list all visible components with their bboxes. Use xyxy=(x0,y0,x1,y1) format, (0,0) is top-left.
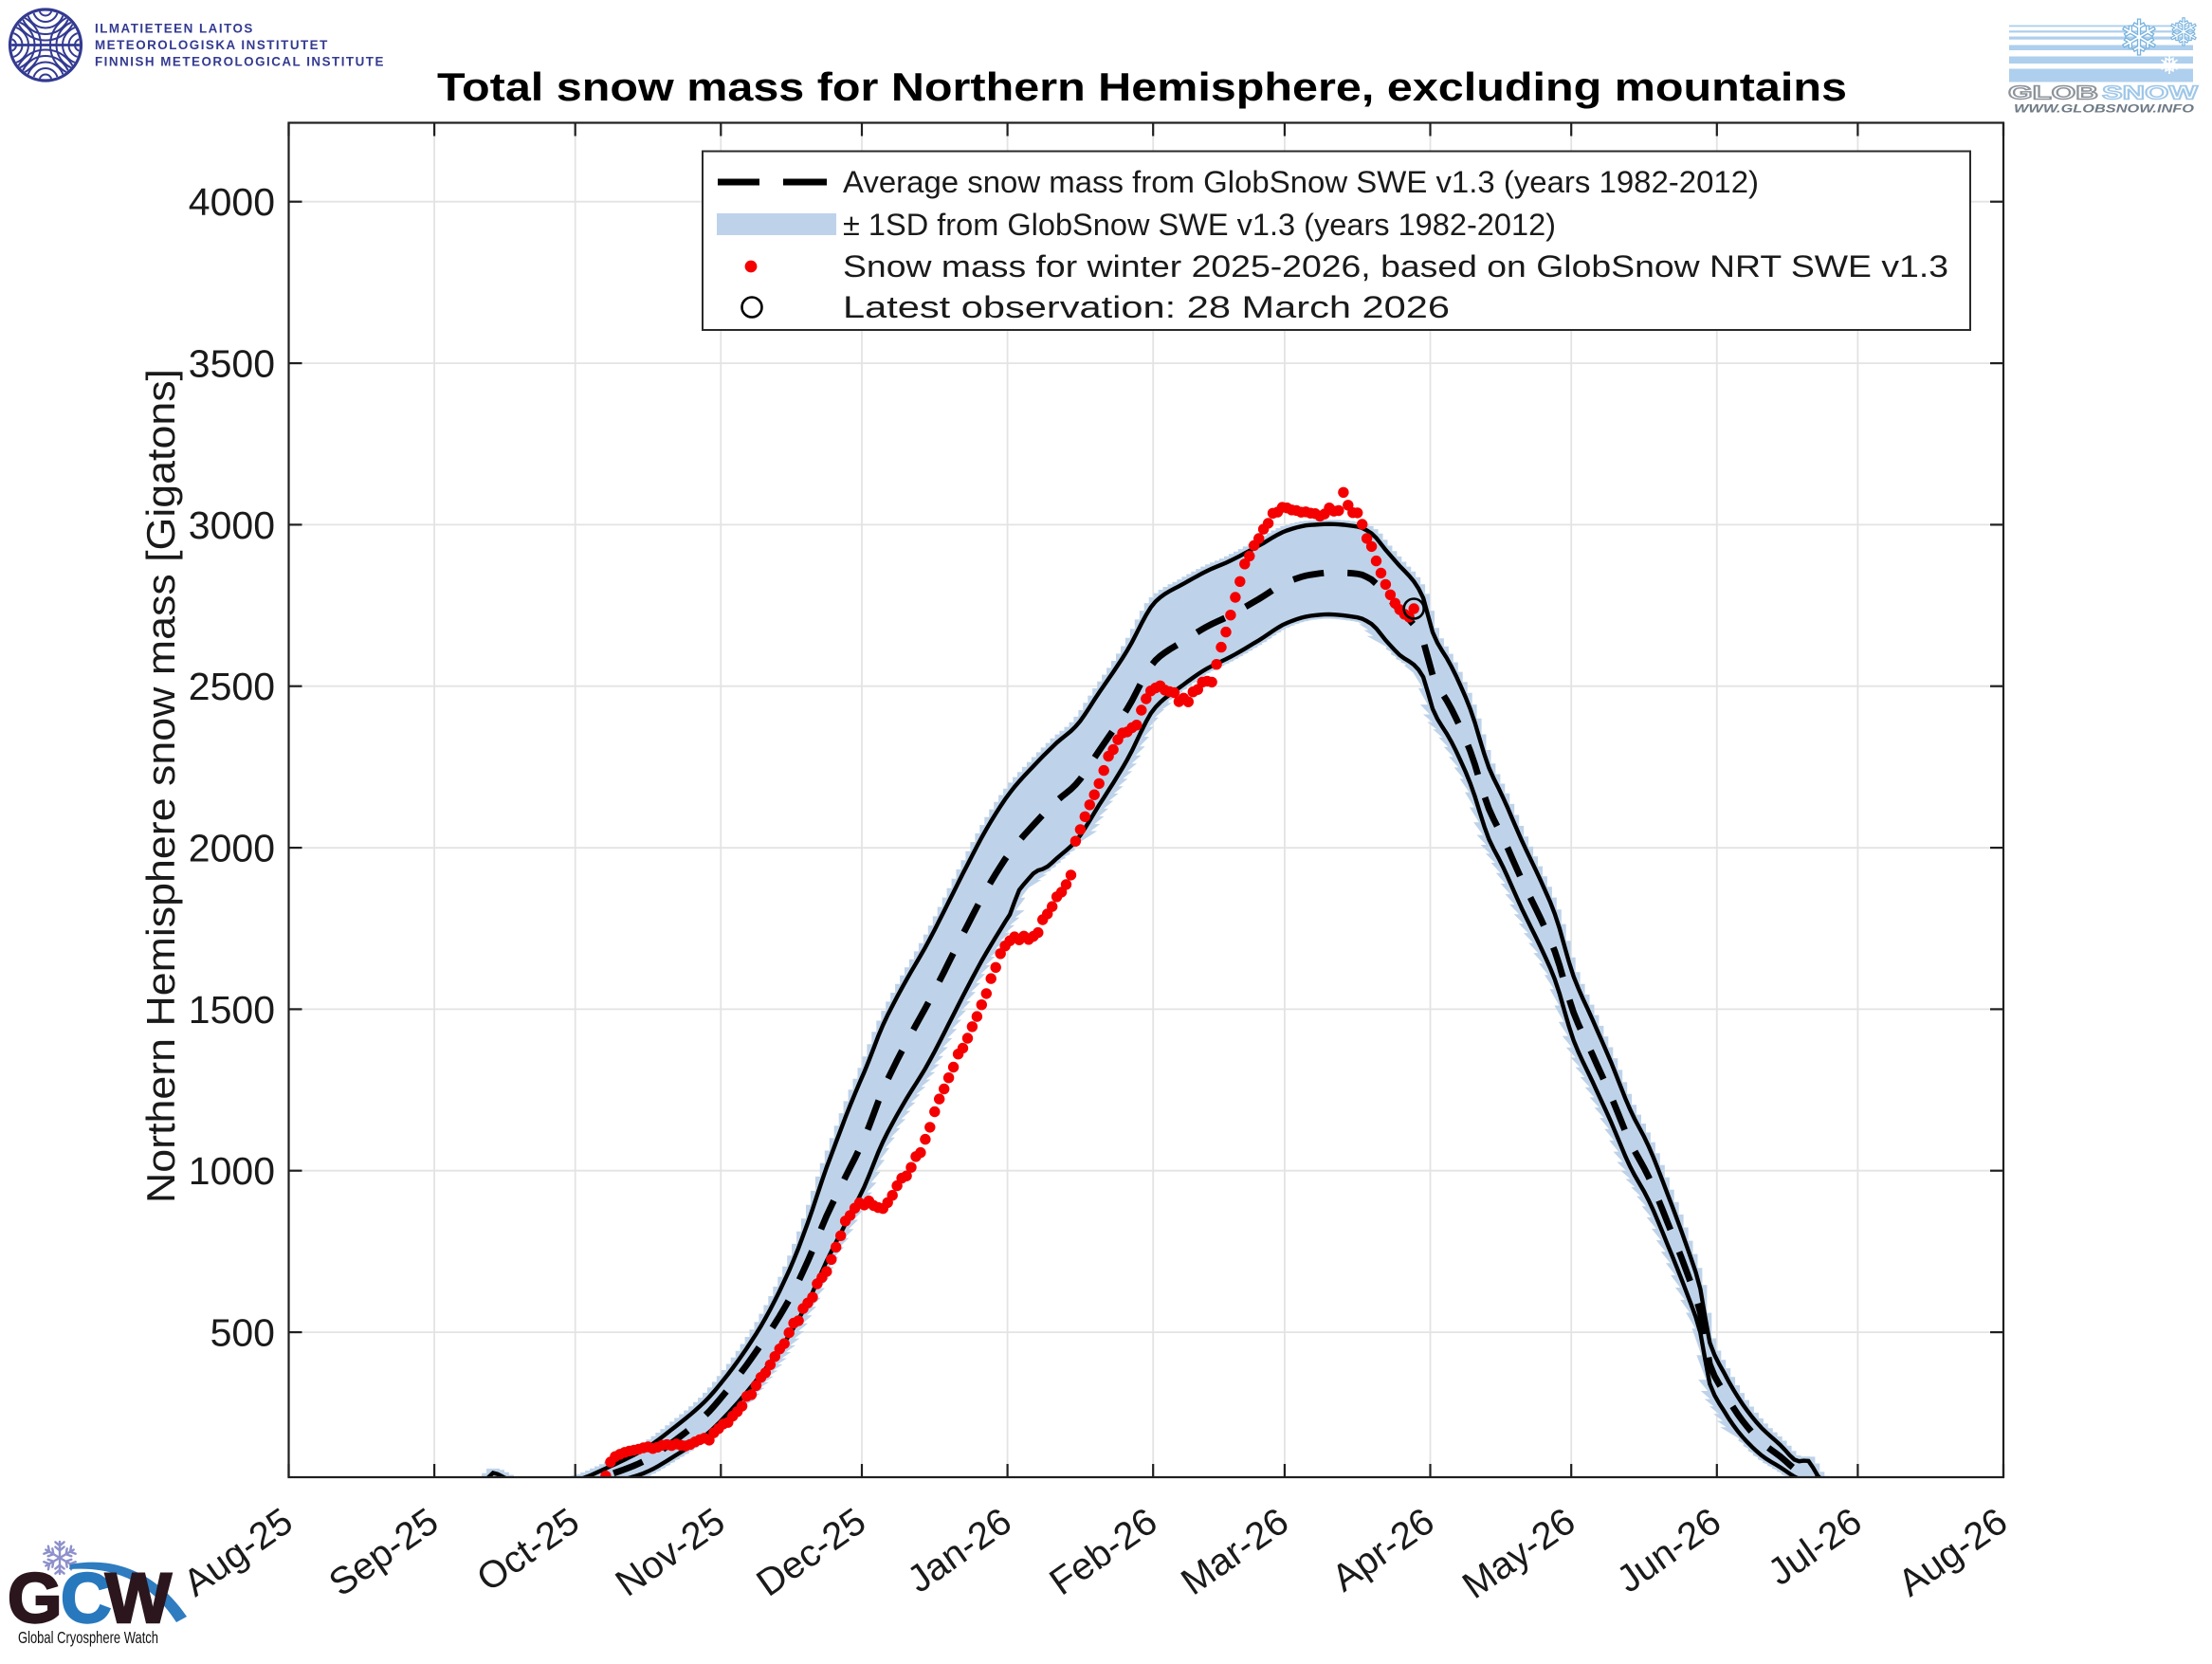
svg-text:Global Cryosphere Watch: Global Cryosphere Watch xyxy=(18,1628,158,1647)
svg-text:4000: 4000 xyxy=(189,180,275,224)
svg-text:Northern Hemisphere snow mass: Northern Hemisphere snow mass [Gigatons] xyxy=(138,369,183,1203)
svg-text:SNOW: SNOW xyxy=(2102,83,2198,104)
svg-text:1500: 1500 xyxy=(189,988,275,1032)
svg-text:2000: 2000 xyxy=(189,827,275,870)
svg-text:❅: ❅ xyxy=(2159,51,2181,80)
svg-text:Total snow mass for Northern H: Total snow mass for Northern Hemisphere,… xyxy=(437,64,1847,109)
svg-text:FINNISH METEOROLOGICAL INSTITU: FINNISH METEOROLOGICAL INSTITUTE xyxy=(95,55,385,69)
svg-text:± 1SD from GlobSnow SWE v1.3 (: ± 1SD from GlobSnow SWE v1.3 (years 1982… xyxy=(843,208,1556,242)
svg-text:3000: 3000 xyxy=(189,503,275,547)
svg-text:1000: 1000 xyxy=(189,1149,275,1193)
svg-text:2500: 2500 xyxy=(189,665,275,708)
svg-text:3500: 3500 xyxy=(189,342,275,386)
svg-text:Average snow mass from GlobSno: Average snow mass from GlobSnow SWE v1.3… xyxy=(843,165,1759,199)
svg-text:❄: ❄ xyxy=(2167,12,2200,54)
svg-text:GLOB: GLOB xyxy=(2008,83,2098,104)
svg-text:❄: ❄ xyxy=(2118,11,2160,66)
svg-text:500: 500 xyxy=(210,1311,275,1355)
svg-text:G: G xyxy=(8,1559,63,1637)
svg-text:METEOROLOGISKA INSTITUTET: METEOROLOGISKA INSTITUTET xyxy=(95,38,329,52)
svg-text:W: W xyxy=(105,1559,172,1637)
svg-text:C: C xyxy=(61,1559,111,1637)
svg-text:ILMATIETEEN LAITOS: ILMATIETEEN LAITOS xyxy=(95,22,254,36)
svg-text:Latest observation: 28 March 2: Latest observation: 28 March 2026 xyxy=(843,290,1450,324)
svg-text:WWW.GLOBSNOW.INFO: WWW.GLOBSNOW.INFO xyxy=(2014,104,2194,116)
svg-text:Snow mass for winter 2025-2026: Snow mass for winter 2025-2026, based on… xyxy=(843,249,1948,283)
